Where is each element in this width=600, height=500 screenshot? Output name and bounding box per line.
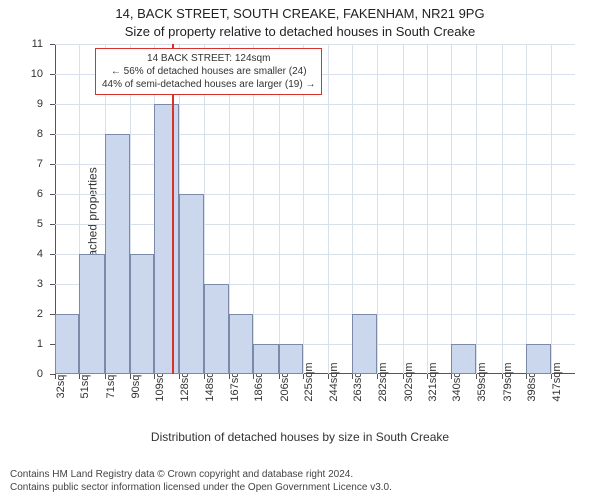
histogram-bar: [279, 344, 303, 374]
y-tick-label: 3: [37, 278, 43, 290]
grid-line-vertical: [476, 44, 477, 374]
x-tick-label: 417sqm: [551, 362, 563, 401]
y-tick-label: 0: [37, 368, 43, 380]
histogram-bar: [352, 314, 376, 374]
grid-line-horizontal: [55, 164, 575, 165]
x-tick-label: 244sqm: [328, 362, 340, 401]
y-tick-mark: [50, 74, 55, 75]
grid-line-vertical: [427, 44, 428, 374]
y-tick-label: 7: [37, 158, 43, 170]
chart-title-line2: Size of property relative to detached ho…: [0, 24, 600, 39]
histogram-bar: [451, 344, 475, 374]
histogram-bar: [79, 254, 105, 374]
y-tick-label: 6: [37, 188, 43, 200]
plot-area: 0123456789101132sqm51sqm71sqm90sqm109sqm…: [55, 44, 575, 374]
histogram-bar: [105, 134, 129, 374]
histogram-bar: [253, 344, 279, 374]
y-tick-mark: [50, 44, 55, 45]
grid-line-vertical: [502, 44, 503, 374]
grid-line-vertical: [328, 44, 329, 374]
grid-line-vertical: [526, 44, 527, 374]
y-tick-label: 8: [37, 128, 43, 140]
grid-line-horizontal: [55, 44, 575, 45]
grid-line-vertical: [403, 44, 404, 374]
annotation-line1: 14 BACK STREET: 124sqm: [102, 52, 315, 65]
chart-title-line1: 14, BACK STREET, SOUTH CREAKE, FAKENHAM,…: [0, 6, 600, 21]
y-tick-mark: [50, 134, 55, 135]
y-tick-mark: [50, 284, 55, 285]
annotation-box: 14 BACK STREET: 124sqm ← 56% of detached…: [95, 48, 322, 95]
x-tick-label: 282sqm: [377, 362, 389, 401]
y-tick-label: 10: [31, 68, 43, 80]
footer-line1: Contains HM Land Registry data © Crown c…: [10, 468, 392, 481]
histogram-bar: [204, 284, 228, 374]
histogram-bar: [154, 104, 178, 374]
x-axis-label: Distribution of detached houses by size …: [0, 430, 600, 444]
y-tick-mark: [50, 104, 55, 105]
grid-line-vertical: [551, 44, 552, 374]
annotation-line3: 44% of semi-detached houses are larger (…: [102, 78, 315, 91]
footer-attribution: Contains HM Land Registry data © Crown c…: [10, 468, 392, 494]
grid-line-horizontal: [55, 224, 575, 225]
y-tick-label: 5: [37, 218, 43, 230]
histogram-bar: [55, 314, 79, 374]
footer-line2: Contains public sector information licen…: [10, 481, 392, 494]
grid-line-vertical: [377, 44, 378, 374]
annotation-line2: ← 56% of detached houses are smaller (24…: [102, 65, 315, 78]
grid-line-horizontal: [55, 194, 575, 195]
x-tick-label: 359sqm: [476, 362, 488, 401]
histogram-bar: [179, 194, 205, 374]
y-tick-label: 1: [37, 338, 43, 350]
y-tick-label: 11: [32, 38, 43, 50]
y-tick-label: 2: [37, 308, 43, 320]
y-tick-mark: [50, 164, 55, 165]
x-tick-label: 321sqm: [427, 362, 439, 401]
x-tick-label: 225sqm: [303, 362, 315, 401]
y-tick-label: 9: [37, 98, 43, 110]
y-tick-mark: [50, 224, 55, 225]
grid-line-horizontal: [55, 104, 575, 105]
x-tick-label: 379sqm: [502, 362, 514, 401]
y-tick-mark: [50, 254, 55, 255]
histogram-bar: [526, 344, 550, 374]
histogram-bar: [130, 254, 154, 374]
x-tick-label: 302sqm: [403, 362, 415, 401]
y-tick-label: 4: [37, 248, 43, 260]
grid-line-horizontal: [55, 134, 575, 135]
chart-container: 14, BACK STREET, SOUTH CREAKE, FAKENHAM,…: [0, 0, 600, 500]
grid-line-vertical: [451, 44, 452, 374]
y-tick-mark: [50, 194, 55, 195]
histogram-bar: [229, 314, 253, 374]
